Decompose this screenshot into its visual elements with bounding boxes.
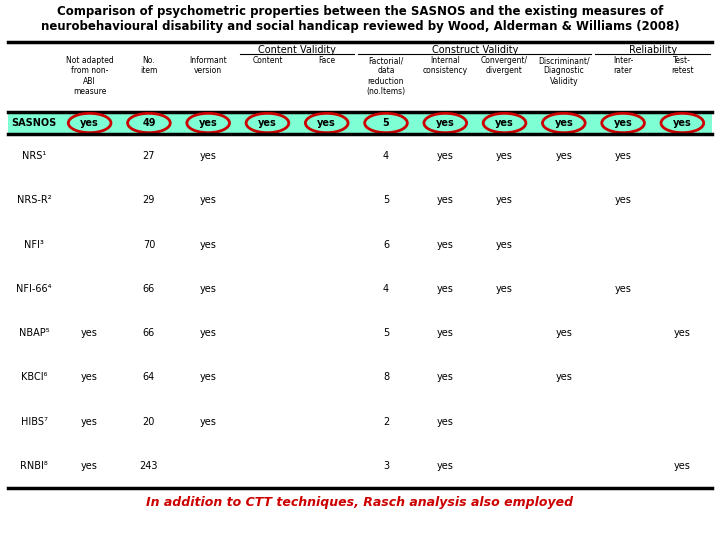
Text: Test-
retest: Test- retest bbox=[671, 56, 693, 76]
Text: 49: 49 bbox=[142, 118, 156, 128]
Text: 64: 64 bbox=[143, 373, 155, 382]
Text: yes: yes bbox=[437, 195, 454, 205]
Text: yes: yes bbox=[674, 461, 690, 471]
Text: 29: 29 bbox=[143, 195, 155, 205]
Text: 20: 20 bbox=[143, 417, 155, 427]
Text: NRS¹: NRS¹ bbox=[22, 151, 46, 161]
Ellipse shape bbox=[127, 113, 170, 133]
Text: yes: yes bbox=[318, 118, 336, 128]
Text: 4: 4 bbox=[383, 151, 389, 161]
Text: yes: yes bbox=[615, 195, 631, 205]
Text: yes: yes bbox=[437, 328, 454, 338]
Text: yes: yes bbox=[81, 417, 98, 427]
Text: 4: 4 bbox=[383, 284, 389, 294]
Ellipse shape bbox=[424, 113, 467, 133]
Text: yes: yes bbox=[437, 373, 454, 382]
Text: Discriminant/
Diagnostic
Validity: Discriminant/ Diagnostic Validity bbox=[538, 56, 590, 86]
Text: In addition to CTT techniques, Rasch analysis also employed: In addition to CTT techniques, Rasch ana… bbox=[146, 496, 574, 509]
Text: 66: 66 bbox=[143, 284, 155, 294]
Text: Internal
consistency: Internal consistency bbox=[423, 56, 468, 76]
Text: 5: 5 bbox=[383, 195, 389, 205]
Text: Not adapted
from non-
ABI
measure: Not adapted from non- ABI measure bbox=[66, 56, 114, 96]
Text: yes: yes bbox=[199, 118, 217, 128]
Text: Comparison of psychometric properties between the SASNOS and the existing measur: Comparison of psychometric properties be… bbox=[57, 5, 663, 18]
Text: yes: yes bbox=[555, 328, 572, 338]
Text: Inter-
rater: Inter- rater bbox=[613, 56, 634, 76]
Text: yes: yes bbox=[437, 417, 454, 427]
Text: No.
item: No. item bbox=[140, 56, 158, 76]
Text: Informant
version: Informant version bbox=[189, 56, 227, 76]
Text: yes: yes bbox=[437, 151, 454, 161]
Text: yes: yes bbox=[258, 118, 276, 128]
Text: 3: 3 bbox=[383, 461, 389, 471]
Text: 5: 5 bbox=[383, 328, 389, 338]
Text: Face: Face bbox=[318, 56, 336, 65]
Text: 70: 70 bbox=[143, 240, 155, 249]
Ellipse shape bbox=[187, 113, 230, 133]
Ellipse shape bbox=[68, 113, 111, 133]
Text: 243: 243 bbox=[140, 461, 158, 471]
Text: Convergent/
divergent: Convergent/ divergent bbox=[481, 56, 528, 76]
Text: 66: 66 bbox=[143, 328, 155, 338]
Text: yes: yes bbox=[199, 195, 217, 205]
Text: yes: yes bbox=[496, 240, 513, 249]
Text: 5: 5 bbox=[382, 118, 390, 128]
Ellipse shape bbox=[661, 113, 703, 133]
Text: yes: yes bbox=[80, 118, 99, 128]
Ellipse shape bbox=[483, 113, 526, 133]
Text: neurobehavioural disability and social handicap reviewed by Wood, Alderman & Wil: neurobehavioural disability and social h… bbox=[41, 20, 679, 33]
Ellipse shape bbox=[542, 113, 585, 133]
Text: yes: yes bbox=[199, 151, 217, 161]
Text: yes: yes bbox=[437, 240, 454, 249]
Bar bbox=[8, 112, 712, 134]
Text: yes: yes bbox=[495, 118, 514, 128]
Text: yes: yes bbox=[555, 373, 572, 382]
Ellipse shape bbox=[602, 113, 644, 133]
Text: yes: yes bbox=[615, 151, 631, 161]
Text: yes: yes bbox=[496, 151, 513, 161]
Text: 27: 27 bbox=[143, 151, 155, 161]
Text: Construct Validity: Construct Validity bbox=[432, 45, 518, 55]
Ellipse shape bbox=[364, 113, 408, 133]
Text: yes: yes bbox=[554, 118, 573, 128]
Text: yes: yes bbox=[81, 373, 98, 382]
Text: yes: yes bbox=[496, 284, 513, 294]
Text: yes: yes bbox=[674, 328, 690, 338]
Text: 8: 8 bbox=[383, 373, 389, 382]
Text: yes: yes bbox=[673, 118, 692, 128]
Text: yes: yes bbox=[81, 328, 98, 338]
Text: yes: yes bbox=[555, 151, 572, 161]
Text: Reliability: Reliability bbox=[629, 45, 677, 55]
Text: KBCI⁶: KBCI⁶ bbox=[21, 373, 48, 382]
Text: Factorial/
data
reduction
(no.Items): Factorial/ data reduction (no.Items) bbox=[366, 56, 405, 96]
Text: 2: 2 bbox=[383, 417, 389, 427]
Text: NFI-66⁴: NFI-66⁴ bbox=[17, 284, 52, 294]
Text: RNBI⁸: RNBI⁸ bbox=[20, 461, 48, 471]
Text: yes: yes bbox=[81, 461, 98, 471]
Text: yes: yes bbox=[437, 284, 454, 294]
Text: NFI³: NFI³ bbox=[24, 240, 44, 249]
Text: yes: yes bbox=[199, 284, 217, 294]
Text: yes: yes bbox=[199, 328, 217, 338]
Text: yes: yes bbox=[199, 240, 217, 249]
Text: NRS-R²: NRS-R² bbox=[17, 195, 51, 205]
Text: HIBS⁷: HIBS⁷ bbox=[21, 417, 48, 427]
Ellipse shape bbox=[246, 113, 289, 133]
Ellipse shape bbox=[305, 113, 348, 133]
Text: yes: yes bbox=[613, 118, 632, 128]
Text: yes: yes bbox=[199, 417, 217, 427]
Text: yes: yes bbox=[615, 284, 631, 294]
Text: yes: yes bbox=[199, 373, 217, 382]
Text: Content: Content bbox=[252, 56, 283, 65]
Text: yes: yes bbox=[437, 461, 454, 471]
Text: yes: yes bbox=[436, 118, 454, 128]
Text: 6: 6 bbox=[383, 240, 389, 249]
Text: yes: yes bbox=[496, 195, 513, 205]
Text: Content Validity: Content Validity bbox=[258, 45, 336, 55]
Text: NBAP⁵: NBAP⁵ bbox=[19, 328, 49, 338]
Text: SASNOS: SASNOS bbox=[12, 118, 57, 128]
